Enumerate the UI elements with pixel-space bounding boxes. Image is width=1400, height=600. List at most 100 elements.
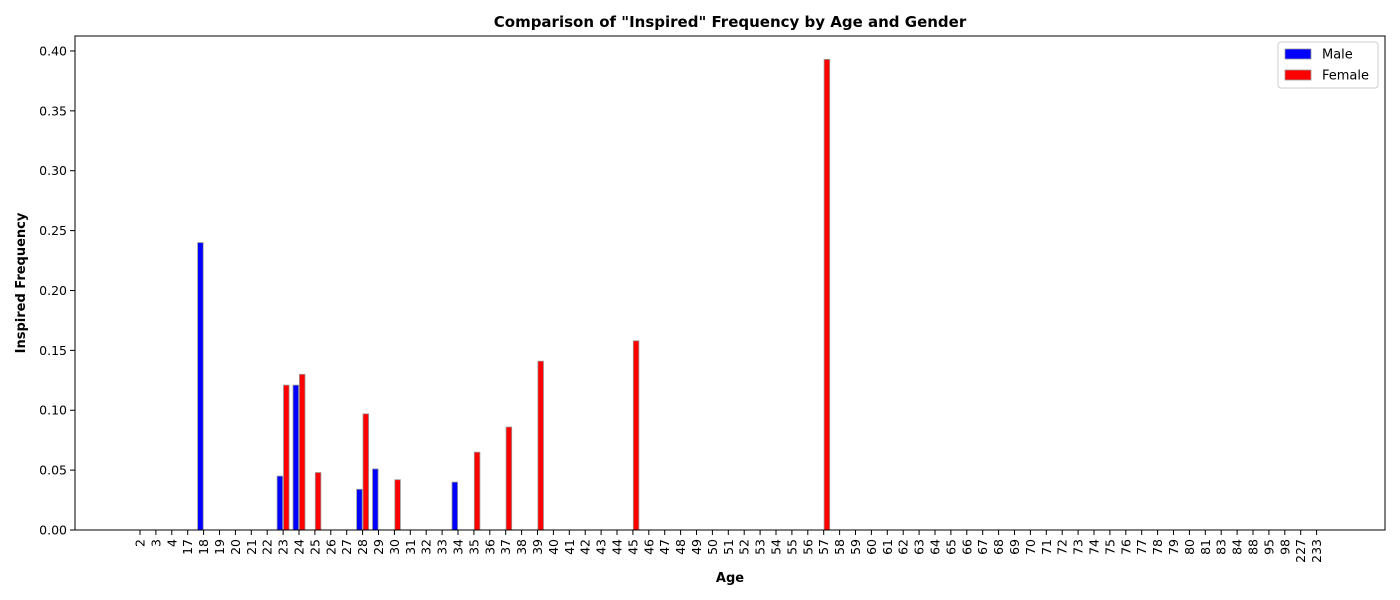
- x-axis: 2 3 4 17 18 19 20 21 22 23 24 25 26 27 28 29 30 31 32 33 34 3…: [133, 530, 1324, 563]
- x-tick-label: 74: [1087, 539, 1102, 555]
- x-tick-label: 23: [276, 539, 291, 555]
- bar-female-23: [283, 384, 290, 531]
- x-tick-label: 45: [625, 539, 640, 555]
- y-tick-label: 0.40: [39, 43, 67, 58]
- x-tick-label: 25: [307, 539, 322, 555]
- x-tick-label: 80: [1182, 539, 1197, 555]
- x-tick-label: 22: [260, 539, 275, 555]
- bar-male-24: [292, 384, 299, 531]
- x-tick-label: 69: [1007, 539, 1022, 555]
- x-tick-label: 98: [1277, 539, 1292, 555]
- y-tick-label: 0.10: [39, 403, 67, 418]
- legend-label-female: Female: [1322, 69, 1369, 84]
- x-tick-label: 4: [164, 539, 179, 547]
- bar-female-37: [505, 426, 513, 531]
- x-tick-label: 31: [403, 539, 418, 555]
- x-tick-label: 54: [769, 539, 784, 555]
- x-tick-label: 42: [578, 539, 593, 555]
- x-tick-label: 79: [1166, 539, 1181, 555]
- x-tick-label: 227: [1293, 539, 1308, 563]
- plot-frame: [74, 35, 1386, 531]
- x-tick-label: 30: [387, 539, 402, 555]
- x-tick-label: 72: [1055, 539, 1070, 555]
- x-tick-label: 29: [371, 539, 386, 555]
- bar-male-28: [356, 488, 363, 531]
- x-tick-label: 44: [610, 539, 625, 555]
- x-tick-label: 65: [943, 539, 958, 555]
- x-tick-label: 28: [355, 539, 370, 555]
- y-tick-label: 0.00: [39, 523, 67, 538]
- x-tick-label: 83: [1214, 539, 1229, 555]
- bar-female-24: [298, 373, 306, 531]
- chart-title: Comparison of "Inspired" Frequency by Ag…: [494, 13, 967, 31]
- x-tick-label: 37: [498, 539, 513, 555]
- x-tick-label: 84: [1230, 539, 1245, 555]
- bar-male-34: [451, 481, 458, 531]
- x-tick-label: 52: [737, 539, 752, 555]
- legend-swatch-female: [1284, 69, 1312, 81]
- x-tick-label: 17: [180, 539, 195, 555]
- x-tick-label: 36: [482, 539, 497, 555]
- x-tick-label: 47: [657, 539, 672, 555]
- x-tick-label: 2: [133, 539, 148, 547]
- x-tick-label: 48: [673, 539, 688, 555]
- x-tick-label: 38: [514, 539, 529, 555]
- x-tick-label: 20: [228, 539, 243, 555]
- x-tick-label: 81: [1198, 539, 1213, 555]
- x-tick-label: 39: [530, 539, 545, 555]
- x-tick-label: 50: [705, 539, 720, 555]
- x-tick-label: 71: [1039, 539, 1054, 555]
- x-tick-label: 24: [292, 539, 307, 555]
- bar-female-39: [537, 360, 544, 531]
- x-tick-label: 49: [689, 539, 704, 555]
- x-tick-label: 3: [148, 539, 163, 547]
- x-tick-label: 21: [244, 539, 259, 555]
- x-tick-label: 70: [1023, 539, 1038, 555]
- y-axis-label: Inspired Frequency: [14, 212, 29, 353]
- bar-female-25: [314, 472, 322, 531]
- x-tick-label: 33: [435, 539, 450, 555]
- x-tick-label: 19: [212, 539, 227, 555]
- bars: [197, 58, 831, 531]
- bar-female-45: [632, 340, 640, 531]
- x-tick-label: 32: [419, 539, 434, 555]
- x-tick-label: 51: [721, 539, 736, 555]
- x-tick-label: 43: [594, 539, 609, 555]
- y-axis: 0.00 0.05 0.10 0.15 0.20 0.25 0.30 0.35 0.40: [39, 43, 75, 538]
- x-tick-label: 88: [1246, 539, 1261, 555]
- x-tick-label: 57: [816, 539, 831, 555]
- x-tick-label: 64: [928, 539, 943, 555]
- x-tick-label: 41: [562, 539, 577, 555]
- x-tick-label: 62: [896, 539, 911, 555]
- bar-female-35: [473, 451, 481, 531]
- x-tick-label: 61: [880, 539, 895, 555]
- x-tick-label: 34: [451, 539, 466, 555]
- x-tick-label: 46: [641, 539, 656, 555]
- x-tick-label: 27: [339, 539, 354, 555]
- x-tick-label: 68: [991, 539, 1006, 555]
- x-tick-label: 77: [1134, 539, 1149, 555]
- x-tick-label: 53: [753, 539, 768, 555]
- x-tick-label: 63: [912, 539, 927, 555]
- x-tick-label: 58: [832, 539, 847, 555]
- bar-male-29: [372, 468, 379, 531]
- bar-female-57: [823, 58, 831, 531]
- x-tick-label: 60: [864, 539, 879, 555]
- y-tick-label: 0.05: [39, 463, 67, 478]
- x-tick-label: 26: [323, 539, 338, 555]
- y-tick-label: 0.30: [39, 163, 67, 178]
- x-tick-label: 76: [1118, 539, 1133, 555]
- x-tick-label: 56: [800, 539, 815, 555]
- y-tick-label: 0.20: [39, 283, 67, 298]
- x-tick-label: 78: [1150, 539, 1165, 555]
- x-tick-label: 75: [1102, 539, 1117, 555]
- x-axis-label: Age: [716, 571, 744, 586]
- bar-female-30: [394, 479, 401, 531]
- legend-label-male: Male: [1322, 48, 1353, 63]
- x-tick-label: 35: [466, 539, 481, 555]
- x-tick-label: 66: [959, 539, 974, 555]
- x-tick-label: 55: [784, 539, 799, 555]
- x-tick-label: 233: [1309, 539, 1324, 563]
- legend: Male Female: [1277, 41, 1379, 89]
